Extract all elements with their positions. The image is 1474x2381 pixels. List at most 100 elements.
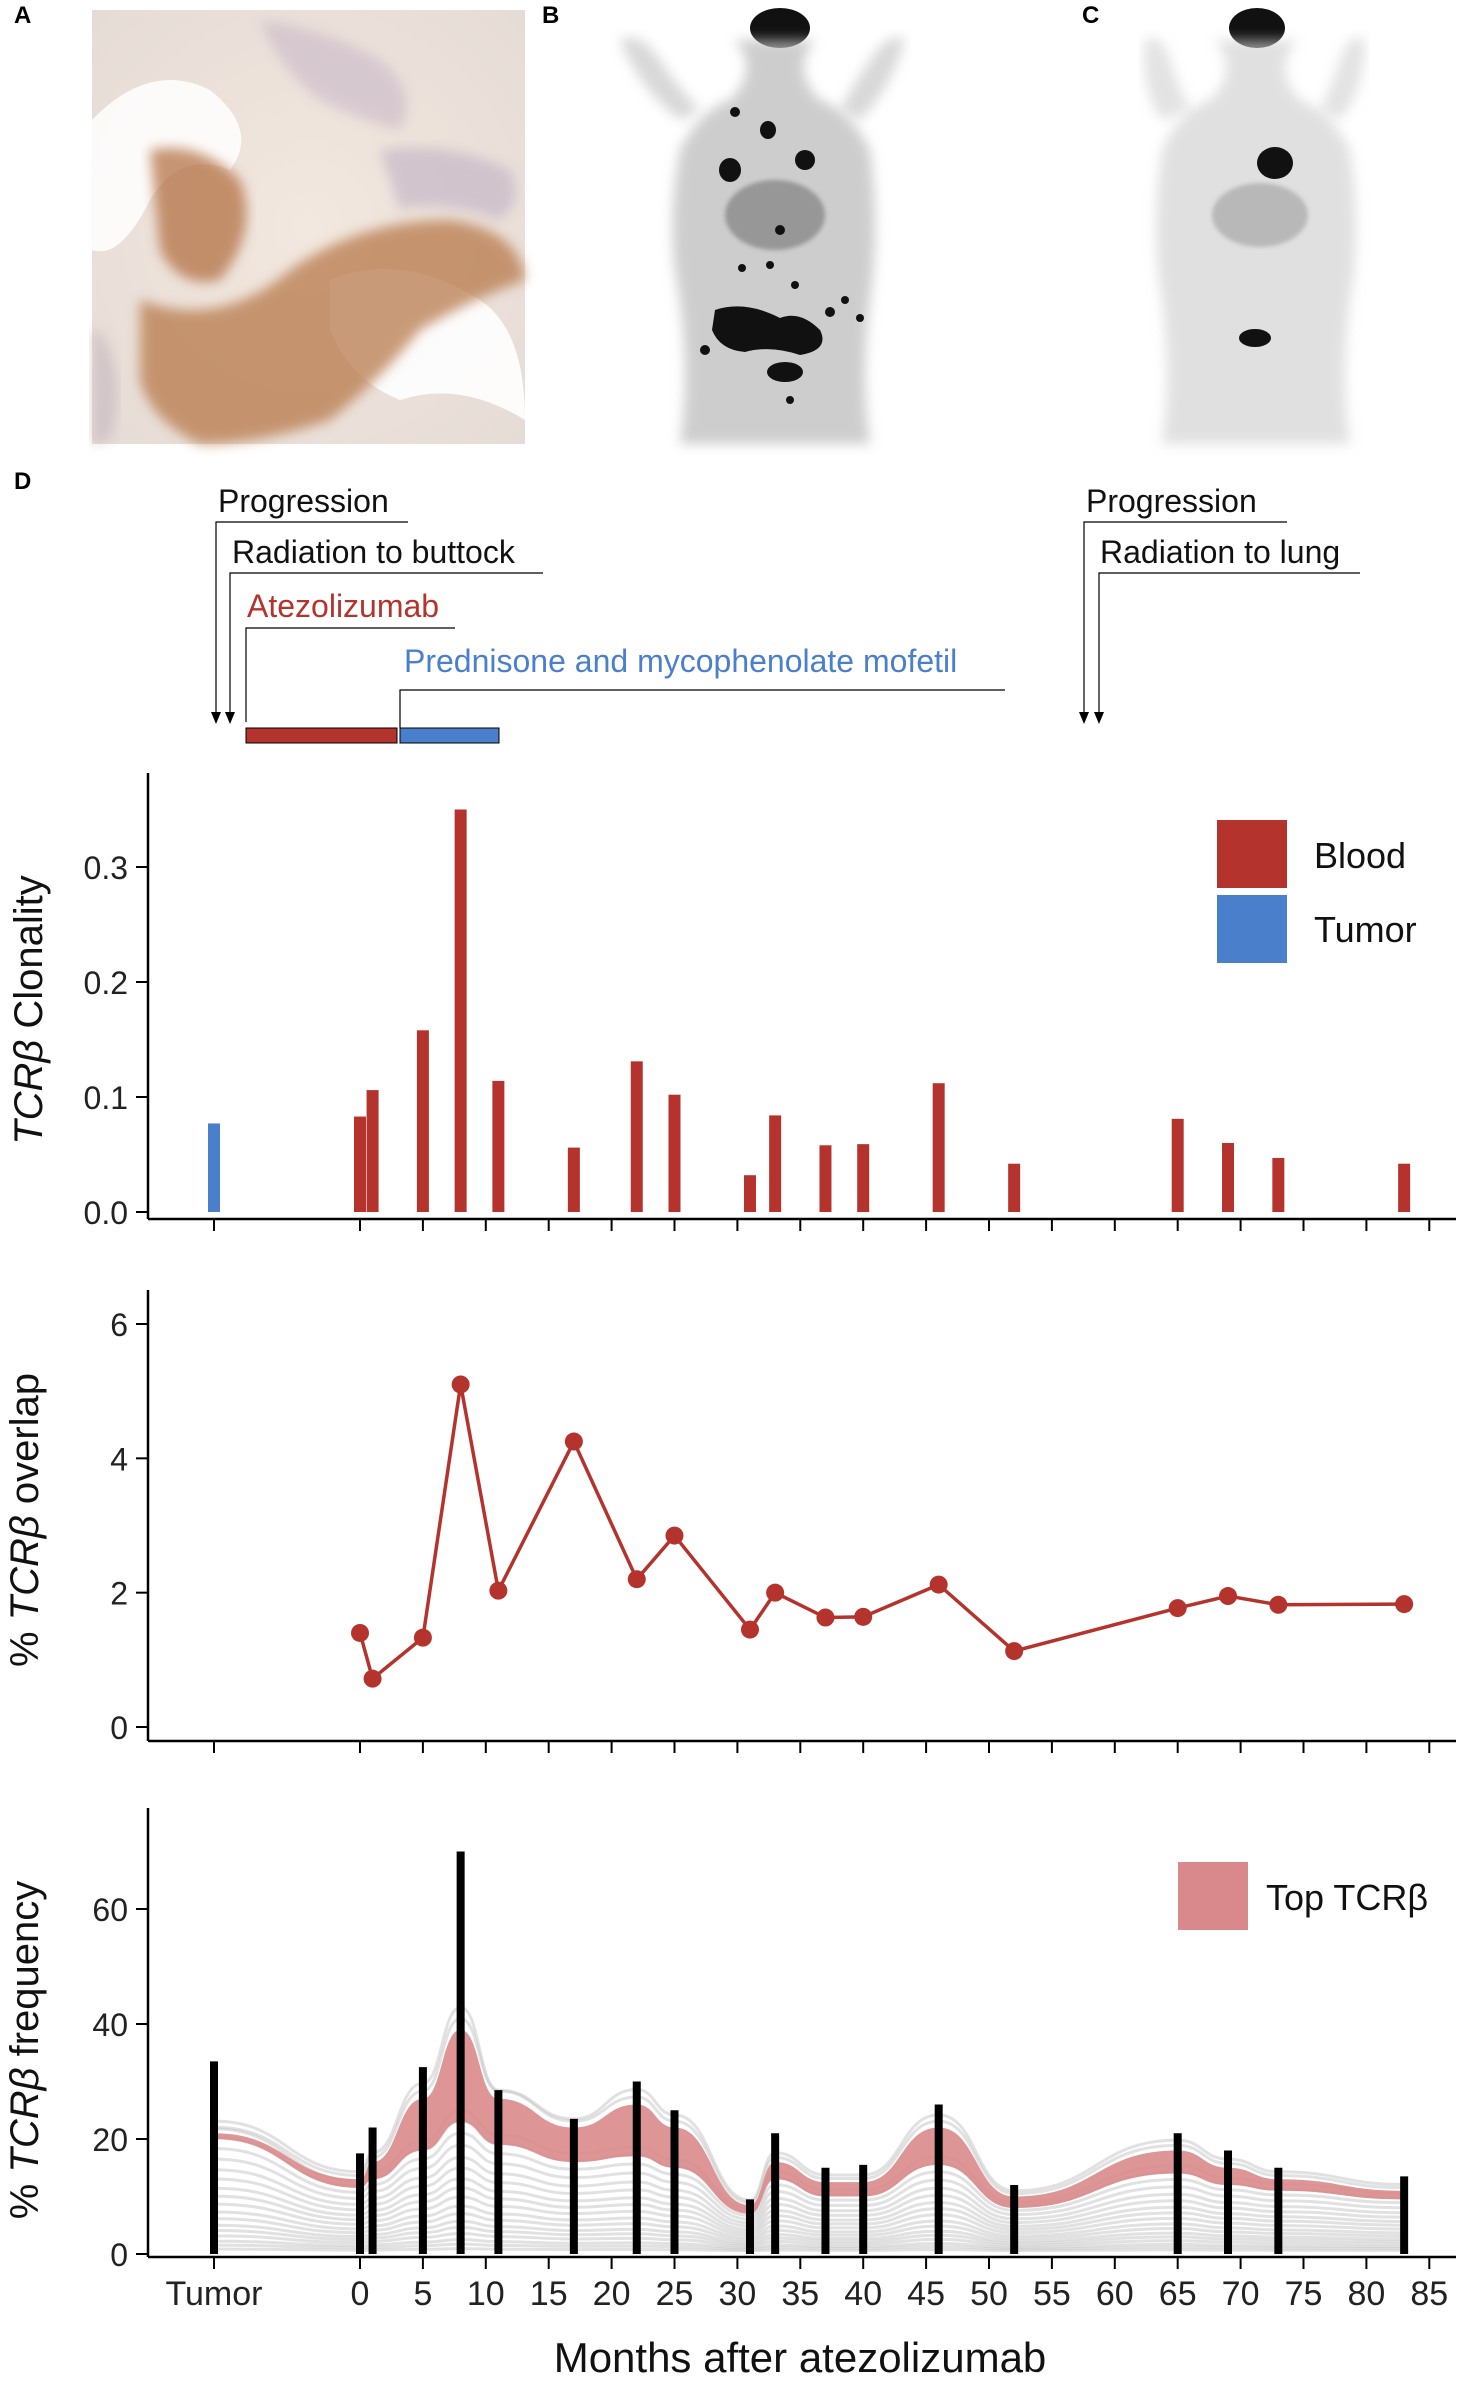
frequency-bar xyxy=(859,2164,868,2254)
y-tick-label: 2 xyxy=(110,1576,128,1612)
overlap-y-label: % TCRβ overlap xyxy=(3,1373,47,1667)
overlap-series-line xyxy=(358,1384,1405,1682)
x-tick-label: 10 xyxy=(467,2275,505,2313)
ihc-micrograph xyxy=(92,10,525,444)
frequency-bar xyxy=(1010,2185,1019,2254)
bar-blood xyxy=(416,1030,429,1212)
frequency-bar xyxy=(569,2118,578,2254)
overlap-y-label-rest: overlap xyxy=(3,1373,47,1515)
overlap-point xyxy=(766,1583,785,1602)
frequency-y-label: % TCRβ frequency xyxy=(3,1881,47,2220)
overlap-point xyxy=(740,1620,759,1639)
legend-top-tcrb-swatch xyxy=(1178,1862,1248,1930)
panel-label-b: B xyxy=(542,2,560,29)
frequency-bar xyxy=(1400,2176,1409,2254)
frequency-bar xyxy=(632,2081,641,2254)
frequency-bar xyxy=(456,1851,465,2254)
overlap-point xyxy=(1395,1595,1414,1614)
frequency-bar xyxy=(356,2153,364,2254)
x-tick-label: 45 xyxy=(907,2275,945,2313)
x-tick-label: 60 xyxy=(1096,2275,1134,2313)
frequency-bar xyxy=(368,2127,377,2254)
frequency-bar xyxy=(745,2199,754,2254)
bar-blood xyxy=(1008,1163,1021,1212)
pet-scan-followup xyxy=(1142,8,1432,444)
bar-blood xyxy=(743,1175,756,1212)
frequency-bar xyxy=(1173,2133,1182,2254)
x-tick-label: 85 xyxy=(1410,2275,1448,2313)
x-tick-label: 50 xyxy=(970,2275,1008,2313)
overlap-y-label-pre: % xyxy=(3,1620,47,1667)
overlap-point xyxy=(816,1608,835,1627)
bar-blood xyxy=(492,1080,505,1212)
legend-top-tcrb-label: Top TCRβ xyxy=(1266,1877,1428,1918)
legend-blood-swatch xyxy=(1217,820,1287,888)
y-tick-label: 0.3 xyxy=(84,850,128,886)
overlap-point xyxy=(665,1526,684,1545)
frequency-bar xyxy=(1274,2167,1283,2254)
bar-blood xyxy=(366,1090,379,1212)
bar-blood xyxy=(857,1144,870,1212)
y-tick-label: 0.2 xyxy=(84,965,128,1001)
y-tick-label: 0 xyxy=(110,1710,128,1746)
progression-label-2: Progression xyxy=(1086,483,1257,519)
bar-tumor xyxy=(208,1123,220,1212)
overlap-point xyxy=(1269,1595,1288,1614)
bar-blood xyxy=(354,1116,366,1212)
frequency-chart: 0 20 40 60 Tumor 0 5 10 15 20 25 30 35 40 45 50 55 60 65 7… xyxy=(3,1808,1456,2381)
clonotype-line xyxy=(213,2005,1405,2202)
x-tick-label: 40 xyxy=(844,2275,882,2313)
frequency-y-label-italic: TCRβ xyxy=(3,2068,47,2173)
overlap-point xyxy=(929,1575,948,1594)
legend-tumor-label: Tumor xyxy=(1314,909,1417,950)
y-tick-label: 0.1 xyxy=(84,1080,128,1116)
frequency-bar xyxy=(1224,2150,1233,2254)
bar-blood xyxy=(668,1094,681,1212)
bar-blood xyxy=(819,1145,832,1212)
frequency-bar xyxy=(771,2133,780,2254)
legend-blood-label: Blood xyxy=(1314,835,1406,876)
panel-label-a: A xyxy=(14,2,32,29)
x-tick-label: 0 xyxy=(351,2275,370,2313)
progression-label-1: Progression xyxy=(218,483,389,519)
overlap-point xyxy=(564,1432,583,1451)
radiation-lung-label: Radiation to lung xyxy=(1100,534,1340,570)
radiation-buttock-label: Radiation to buttock xyxy=(232,534,516,570)
y-tick-label: 40 xyxy=(92,2007,128,2043)
prednisone-label: Prednisone and mycophenolate mofetil xyxy=(404,643,957,679)
y-tick-label: 6 xyxy=(110,1307,128,1343)
atezolizumab-label: Atezolizumab xyxy=(247,588,439,624)
overlap-point xyxy=(489,1581,508,1600)
x-tick-label: 70 xyxy=(1222,2275,1260,2313)
y-tick-label: 20 xyxy=(92,2122,128,2158)
clonality-y-label-rest: Clonality xyxy=(7,875,51,1040)
overlap-point xyxy=(1005,1642,1024,1661)
frequency-bar xyxy=(210,2061,218,2254)
x-tick-label: 80 xyxy=(1347,2275,1385,2313)
overlap-point xyxy=(363,1669,382,1688)
bar-blood xyxy=(1398,1163,1411,1212)
overlap-point xyxy=(1168,1599,1187,1618)
x-tick-label: 5 xyxy=(413,2275,432,2313)
bar-blood xyxy=(454,809,467,1212)
pet-scan-baseline xyxy=(612,8,910,444)
legend-tumor-swatch xyxy=(1217,895,1287,963)
y-tick-label: 0.0 xyxy=(84,1195,128,1231)
overlap-point xyxy=(413,1628,432,1647)
frequency-bar xyxy=(670,2110,679,2254)
treatment-timeline xyxy=(211,521,1360,744)
bar-blood xyxy=(1222,1143,1235,1212)
overlap-point xyxy=(451,1375,470,1394)
panel-label-d: D xyxy=(14,468,32,495)
x-tick-label: 65 xyxy=(1159,2275,1197,2313)
bar-blood xyxy=(630,1061,643,1212)
x-tick-label: 35 xyxy=(781,2275,819,2313)
bar-blood xyxy=(1171,1118,1184,1212)
overlap-point xyxy=(1219,1587,1238,1606)
x-tick-label: 15 xyxy=(530,2275,568,2313)
x-tick-label: 20 xyxy=(593,2275,631,2313)
x-axis-title: Months after atezolizumab xyxy=(554,2334,1047,2381)
overlap-y-label-italic: TCRβ xyxy=(3,1515,47,1620)
bar-blood xyxy=(567,1147,580,1212)
